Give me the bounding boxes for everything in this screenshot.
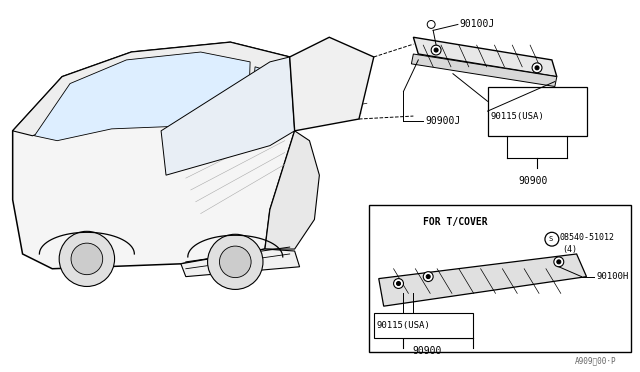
Polygon shape [412, 54, 557, 87]
Circle shape [532, 63, 542, 73]
Circle shape [397, 282, 401, 285]
Text: 90900J: 90900J [425, 116, 461, 126]
Polygon shape [265, 131, 319, 249]
Circle shape [431, 45, 441, 55]
FancyBboxPatch shape [374, 313, 473, 338]
Polygon shape [413, 37, 557, 77]
Polygon shape [35, 52, 250, 141]
Text: 08540-51012: 08540-51012 [560, 233, 615, 242]
Circle shape [71, 243, 102, 275]
Text: 90115(USA): 90115(USA) [490, 112, 544, 121]
Circle shape [220, 246, 251, 278]
Text: FOR T/COVER: FOR T/COVER [423, 217, 488, 227]
Text: 90100H: 90100H [596, 272, 628, 281]
Circle shape [426, 275, 430, 279]
Circle shape [394, 279, 403, 288]
Polygon shape [161, 57, 294, 175]
Circle shape [59, 231, 115, 286]
Text: 90100J: 90100J [460, 19, 495, 29]
Text: S: S [548, 236, 553, 242]
Circle shape [423, 272, 433, 282]
Polygon shape [181, 249, 300, 277]
Text: 90115(USA): 90115(USA) [377, 321, 431, 330]
Text: 90900: 90900 [412, 346, 442, 356]
Circle shape [428, 20, 435, 28]
FancyBboxPatch shape [369, 205, 631, 353]
Polygon shape [290, 37, 374, 131]
Text: 90900: 90900 [518, 176, 548, 186]
Circle shape [535, 66, 539, 70]
Polygon shape [250, 67, 290, 129]
Circle shape [545, 232, 559, 246]
Text: A909、00·P: A909、00·P [575, 356, 616, 365]
Polygon shape [13, 42, 294, 136]
FancyBboxPatch shape [488, 87, 586, 136]
Circle shape [207, 234, 263, 289]
Circle shape [434, 48, 438, 52]
Circle shape [557, 260, 561, 264]
Polygon shape [379, 254, 586, 306]
Circle shape [554, 257, 564, 267]
Polygon shape [13, 42, 294, 269]
Text: (4): (4) [562, 244, 577, 254]
